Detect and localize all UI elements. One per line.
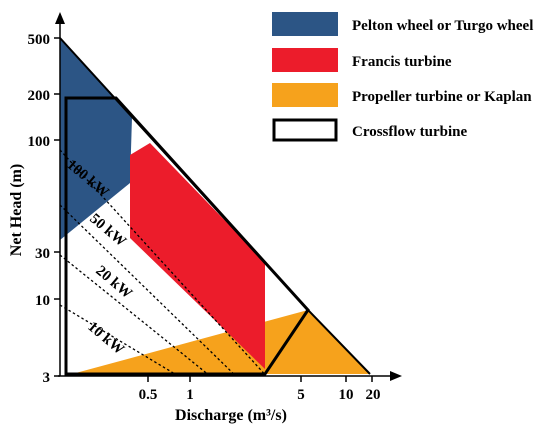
- legend-swatch-pelton: [272, 12, 338, 36]
- power-line-50kw: [60, 204, 241, 374]
- x-axis-title: Discharge (m³/s): [175, 407, 287, 424]
- x-tick-label: 5: [297, 387, 305, 403]
- pelton-turgo-region: [60, 38, 132, 240]
- x-axis: [58, 371, 402, 381]
- y-tick-label: 200: [28, 88, 51, 104]
- y-tick-label: 500: [28, 32, 51, 48]
- x-ticks: [147, 376, 373, 382]
- x-tick-label: 1: [186, 387, 194, 403]
- legend-swatch-kaplan: [272, 83, 338, 107]
- power-line-20kw: [60, 254, 216, 374]
- y-ticks: [54, 37, 60, 377]
- legend-swatch-francis: [272, 48, 338, 72]
- x-tick-label: 10: [339, 387, 354, 403]
- power-lines: [60, 149, 271, 374]
- legend-label-kaplan: Propeller turbine or Kaplan: [352, 89, 532, 105]
- y-tick-label: 10: [35, 293, 50, 309]
- y-tick-label: 30: [35, 246, 50, 262]
- x-axis-arrow: [390, 371, 402, 381]
- application-envelope: [60, 38, 370, 374]
- y-tick-label: 100: [28, 134, 51, 150]
- x-tick-label: 20: [366, 387, 381, 403]
- power-line-100kw: [60, 149, 271, 374]
- y-axis-title: Net Head (m): [8, 164, 25, 256]
- y-tick-label: 3: [43, 370, 51, 386]
- legend-label-pelton: Pelton wheel or Turgo wheel: [352, 18, 533, 34]
- y-axis-arrow: [55, 12, 65, 24]
- y-axis: [55, 12, 65, 376]
- legend-label-crossflow: Crossflow turbine: [352, 124, 467, 140]
- legend-swatch-crossflow: [272, 118, 338, 142]
- power-line-10kw: [60, 304, 186, 374]
- crossflow-region: [64, 96, 310, 376]
- legend-label-francis: Francis turbine: [352, 54, 452, 70]
- x-tick-label: 0.5: [139, 387, 158, 403]
- francis-region: [130, 143, 265, 369]
- legend: Pelton wheel or Turgo wheel Francis turb…: [272, 12, 533, 142]
